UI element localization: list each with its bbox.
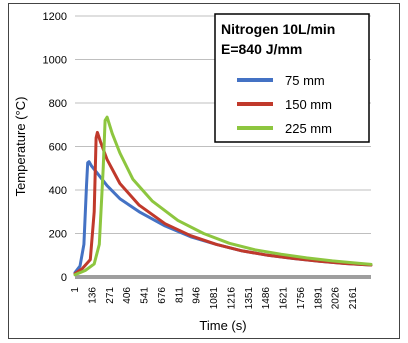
- x-tick-label-271: 271: [105, 287, 116, 304]
- chart-frame: 0 200 400 600 800 1000 1200 1 136 271 406 541 676 81…: [8, 3, 400, 339]
- y-axis-ticks: 0 200 400 600 800 1000 1200: [43, 11, 67, 284]
- x-tick-label-1351: 1351: [244, 287, 255, 310]
- x-tick-label-1756: 1756: [296, 287, 307, 310]
- x-tick-label-1891: 1891: [313, 287, 324, 310]
- y-tick-label-0: 0: [61, 272, 67, 284]
- y-axis-label: Temperature (°C): [13, 97, 28, 197]
- x-tick-label-676: 676: [157, 287, 168, 304]
- series-line-225-mm: [73, 115, 373, 277]
- legend-title-line1: Nitrogen 10L/min: [221, 21, 335, 37]
- x-tick-label-136: 136: [87, 287, 98, 304]
- series-lines: [73, 115, 373, 277]
- y-tick-label-1200: 1200: [43, 11, 67, 23]
- legend-label-150-mm: 150 mm: [285, 97, 332, 112]
- series-line-75-mm: [73, 160, 373, 275]
- x-tick-label-2161: 2161: [348, 287, 359, 310]
- series-line-150-mm: [73, 130, 373, 276]
- y-tick-label-600: 600: [49, 142, 67, 154]
- x-tick-label-1: 1: [70, 287, 81, 293]
- legend-label-75-mm: 75 mm: [285, 73, 325, 88]
- x-axis-ticks: 1 136 271 406 541 676 811 946 1081 1216 1351 1486 16…: [70, 287, 359, 310]
- x-tick-label-1486: 1486: [261, 287, 272, 310]
- x-tick-label-946: 946: [192, 287, 203, 304]
- y-tick-label-200: 200: [49, 229, 67, 241]
- legend-label-225-mm: 225 mm: [285, 121, 332, 136]
- x-tick-label-2026: 2026: [331, 287, 342, 310]
- y-tick-label-800: 800: [49, 98, 67, 110]
- x-tick-label-1081: 1081: [209, 287, 220, 310]
- x-tick-label-541: 541: [140, 287, 151, 304]
- x-axis-label: Time (s): [199, 318, 246, 333]
- y-tick-label-400: 400: [49, 185, 67, 197]
- x-tick-label-1216: 1216: [226, 287, 237, 310]
- x-tick-label-406: 406: [122, 287, 133, 304]
- x-tick-label-1621: 1621: [279, 287, 290, 310]
- legend-title-line2: E=840 J/mm: [221, 41, 302, 57]
- x-tick-label-811: 811: [174, 287, 185, 303]
- y-tick-label-1000: 1000: [43, 55, 67, 67]
- temperature-chart: 0 200 400 600 800 1000 1200 1 136 271 406 541 676 81…: [13, 11, 373, 333]
- legend: Nitrogen 10L/min E=840 J/mm 75 mm 150 mm 2…: [214, 13, 370, 143]
- legend-entries: 75 mm 150 mm 225 mm: [237, 73, 332, 136]
